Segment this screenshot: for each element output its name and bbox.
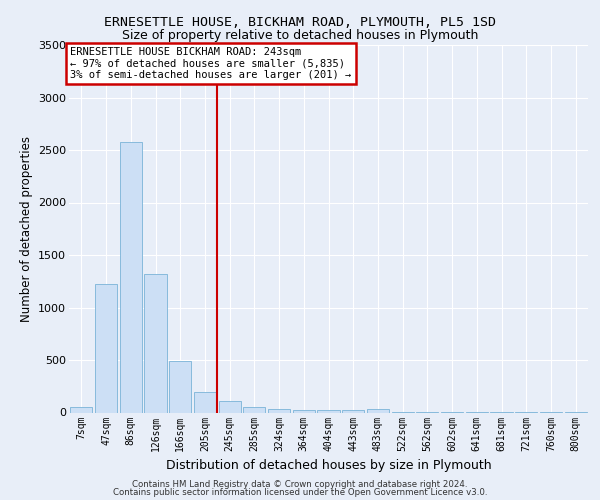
Bar (70, 407, 92, 412)
Bar (268, 409, 290, 412)
Bar (95, 284, 117, 412)
X-axis label: Distribution of detached houses by size in Plymouth: Distribution of detached houses by size … (166, 459, 491, 472)
Bar (218, 402, 241, 412)
Y-axis label: Number of detached properties: Number of detached properties (20, 136, 32, 322)
Text: Contains public sector information licensed under the Open Government Licence v3: Contains public sector information licen… (113, 488, 487, 497)
Text: Size of property relative to detached houses in Plymouth: Size of property relative to detached ho… (122, 29, 478, 42)
Bar (367, 409, 389, 412)
Bar (145, 274, 167, 412)
Text: Contains HM Land Registry data © Crown copyright and database right 2024.: Contains HM Land Registry data © Crown c… (132, 480, 468, 489)
Bar (119, 142, 142, 412)
Bar (169, 361, 191, 412)
Bar (317, 410, 340, 412)
Bar (243, 407, 265, 412)
Text: ERNESETTLE HOUSE, BICKHAM ROAD, PLYMOUTH, PL5 1SD: ERNESETTLE HOUSE, BICKHAM ROAD, PLYMOUTH… (104, 16, 496, 29)
Bar (293, 410, 315, 412)
Bar (194, 392, 216, 412)
Text: ERNESETTLE HOUSE BICKHAM ROAD: 243sqm
← 97% of detached houses are smaller (5,83: ERNESETTLE HOUSE BICKHAM ROAD: 243sqm ← … (70, 47, 352, 80)
Bar (342, 410, 364, 412)
